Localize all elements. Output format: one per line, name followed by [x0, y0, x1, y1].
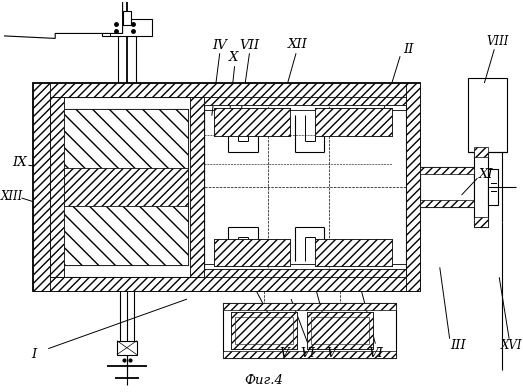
Bar: [235, 317, 293, 344]
Bar: [315, 239, 392, 267]
Bar: [406, 83, 420, 291]
Bar: [311, 317, 369, 344]
Text: Фиг.4: Фиг.4: [244, 374, 283, 387]
Bar: [315, 108, 392, 136]
Bar: [223, 303, 396, 310]
Bar: [474, 217, 488, 227]
Bar: [64, 109, 188, 265]
Bar: [307, 312, 372, 348]
Text: VI: VI: [368, 347, 383, 360]
Bar: [123, 11, 131, 25]
Bar: [231, 312, 297, 348]
Text: X: X: [229, 51, 238, 64]
Text: IV: IV: [212, 39, 227, 52]
Bar: [315, 239, 392, 267]
Bar: [203, 97, 406, 105]
Bar: [203, 264, 406, 269]
Bar: [213, 108, 290, 136]
Bar: [307, 312, 372, 348]
Text: XIII: XIII: [1, 189, 22, 203]
Bar: [420, 167, 474, 174]
Bar: [311, 317, 369, 344]
Bar: [33, 83, 50, 291]
Bar: [33, 277, 420, 291]
Bar: [203, 269, 406, 277]
Bar: [213, 239, 290, 267]
Text: III: III: [450, 339, 465, 352]
Text: II: II: [403, 43, 413, 56]
Bar: [64, 109, 188, 168]
Bar: [33, 83, 420, 97]
Bar: [468, 78, 507, 152]
Text: XI: XI: [479, 168, 494, 181]
Bar: [50, 97, 64, 277]
Bar: [190, 97, 203, 277]
Bar: [64, 206, 188, 265]
Bar: [488, 169, 498, 205]
Bar: [203, 105, 406, 110]
Bar: [33, 83, 420, 291]
Bar: [315, 108, 392, 136]
Bar: [420, 200, 474, 207]
Text: V: V: [326, 347, 336, 360]
Text: VI: VI: [301, 347, 315, 360]
Bar: [64, 168, 188, 206]
Text: IX: IX: [12, 156, 27, 169]
Text: V: V: [279, 347, 289, 360]
Text: VII: VII: [240, 39, 259, 52]
Bar: [117, 341, 137, 355]
Bar: [223, 350, 396, 358]
Text: XII: XII: [288, 38, 308, 51]
Polygon shape: [0, 0, 122, 38]
Bar: [203, 97, 406, 277]
Text: I: I: [31, 348, 36, 361]
Bar: [50, 97, 203, 277]
Bar: [474, 147, 488, 157]
Bar: [213, 108, 290, 136]
Bar: [235, 317, 293, 344]
Bar: [420, 167, 474, 207]
Bar: [474, 147, 488, 227]
Bar: [231, 312, 297, 348]
Bar: [223, 303, 396, 358]
Text: VIII: VIII: [486, 35, 508, 48]
Bar: [213, 239, 290, 267]
Text: XVI: XVI: [501, 339, 522, 352]
Bar: [102, 18, 152, 36]
